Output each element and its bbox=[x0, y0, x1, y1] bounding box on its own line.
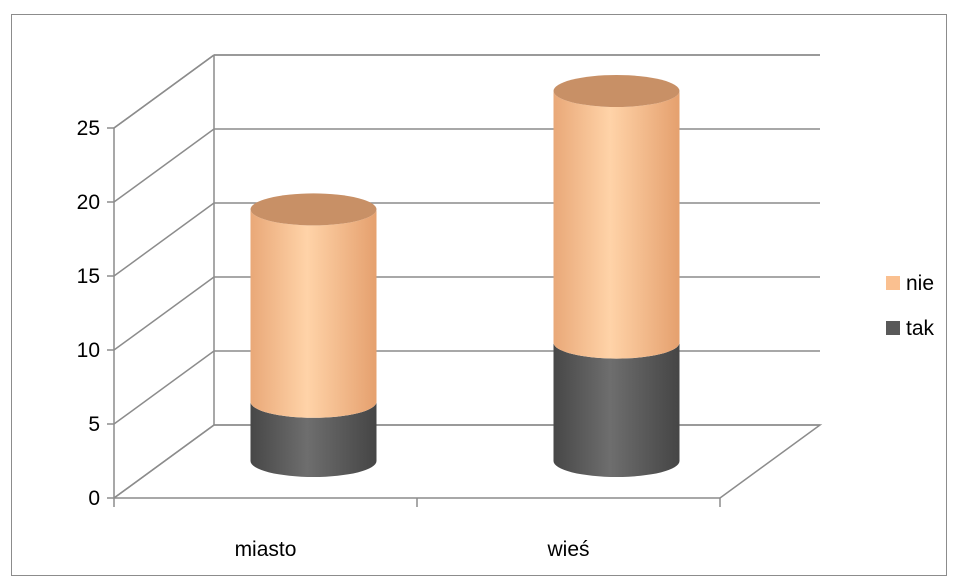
y-tick-label: 5 bbox=[88, 413, 100, 436]
y-tick-label: 0 bbox=[88, 487, 100, 510]
legend-swatch-nie bbox=[886, 276, 900, 290]
legend: nie tak bbox=[886, 272, 935, 340]
bar-tak-miasto bbox=[250, 401, 377, 477]
y-tick-label: 25 bbox=[77, 117, 100, 140]
bar-top-miasto bbox=[250, 193, 377, 226]
legend-label-nie: nie bbox=[906, 272, 934, 295]
legend-label-tak: tak bbox=[906, 317, 935, 340]
floor bbox=[113, 424, 823, 499]
bar-top-wieś bbox=[553, 75, 680, 107]
gridline-side bbox=[113, 54, 215, 129]
gridlines bbox=[113, 54, 820, 499]
gridline-side bbox=[113, 128, 215, 203]
bar-tak-wieś bbox=[553, 342, 680, 477]
y-tick-label: 15 bbox=[77, 265, 100, 288]
bars bbox=[250, 75, 680, 477]
x-category-label: miasto bbox=[235, 538, 297, 561]
x-axis: miasto wieś bbox=[113, 497, 721, 561]
gridline-side bbox=[113, 202, 215, 277]
y-tick-label: 20 bbox=[77, 191, 100, 214]
gridline-side bbox=[113, 424, 215, 499]
bar-nie-wieś bbox=[553, 91, 680, 359]
chart-frame bbox=[11, 14, 947, 576]
bar-nie-miasto bbox=[250, 209, 377, 418]
gridline-side bbox=[113, 350, 215, 425]
gridline-side bbox=[113, 276, 215, 351]
x-category-label: wieś bbox=[546, 538, 589, 561]
legend-swatch-tak bbox=[886, 321, 900, 335]
y-axis: 0 5 10 15 20 25 bbox=[77, 117, 115, 510]
y-tick-label: 10 bbox=[77, 339, 100, 362]
